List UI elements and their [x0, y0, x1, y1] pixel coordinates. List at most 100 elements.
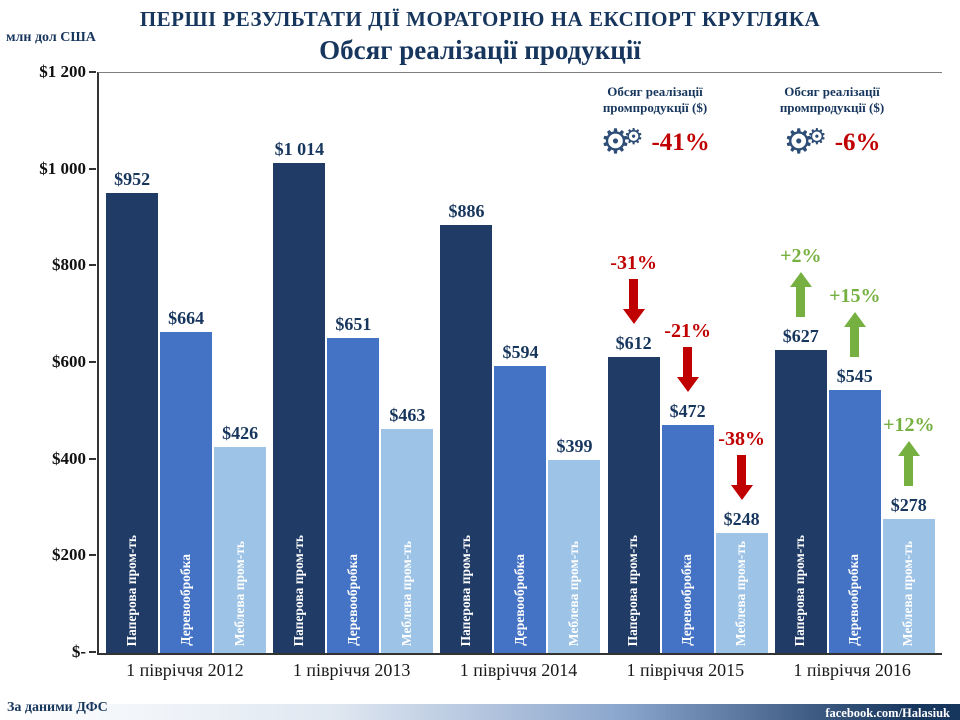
- bar: Деревообробка: [828, 389, 881, 653]
- callout-text: Обсяг реалізації: [607, 84, 703, 99]
- y-axis-tick-labels: $1 200 $1 000 $800 $600 $400 $200 $-: [0, 62, 96, 661]
- bar: Деревообробка: [661, 424, 714, 653]
- bar-column: +2% $627 Паперова пром-ть: [774, 73, 827, 653]
- bar-series-label: Деревообробка: [846, 554, 862, 646]
- change-percent-label: -31%: [610, 252, 657, 275]
- bar-series-label: Меблева пром-ть: [231, 540, 247, 646]
- arrow-head: [843, 311, 866, 327]
- bar-value-label: $463: [389, 405, 426, 426]
- callout-percent: -6%: [834, 128, 881, 156]
- bar: Паперова пром-ть: [273, 162, 326, 653]
- bar-value-label: $1 014: [274, 138, 325, 159]
- plot-area: $952 Паперова пром-ть $664 Деревообробка $42…: [97, 72, 942, 655]
- bar-column: $1 014 Паперова пром-ть: [273, 73, 326, 653]
- change-annotation: -38%: [718, 428, 765, 501]
- bar-value-label: $278: [890, 494, 927, 515]
- bar-column: $952 Паперова пром-ть: [106, 73, 159, 653]
- arrow-head: [730, 485, 753, 501]
- change-annotation: +2%: [780, 245, 821, 317]
- bar-series-label: Деревообробка: [679, 554, 695, 646]
- bar-series-label: Меблева пром-ть: [566, 540, 582, 646]
- bar-column: +15% $545 Деревообробка: [828, 73, 881, 653]
- bar: Деревообробка: [327, 338, 380, 653]
- bar: Паперова пром-ть: [440, 224, 493, 653]
- down-arrow-icon: [683, 346, 693, 377]
- bar-value-label: $627: [782, 325, 819, 346]
- y-tick-label: $800: [52, 255, 86, 275]
- bar: Паперова пром-ть: [774, 349, 827, 653]
- bar-value-label: $399: [556, 436, 593, 457]
- callout-text: Обсяг реалізації: [784, 84, 880, 99]
- bar-group: -31% $612 Паперова пром-ть -21% $472 Деревооб…: [607, 73, 768, 653]
- up-arrow-icon: [904, 455, 914, 486]
- y-axis-unit-label: млн дол США: [6, 30, 96, 45]
- bar-value-label: $545: [836, 365, 873, 386]
- change-percent-label: -38%: [718, 428, 765, 451]
- arrow-head: [676, 376, 699, 392]
- bar-series-label: Меблева пром-ть: [900, 540, 916, 646]
- bar-value-label: $426: [222, 423, 259, 444]
- change-percent-label: +12%: [883, 413, 935, 436]
- y-tick-label: $200: [52, 545, 86, 565]
- bar: Деревообробка: [494, 365, 547, 653]
- bar-value-label: $952: [114, 168, 151, 189]
- bar-column: $651 Деревообробка: [327, 73, 380, 653]
- y-tick-label: $600: [52, 352, 86, 371]
- bar-column: $463 Меблева пром-ть: [381, 73, 434, 653]
- bar-column: $399 Меблева пром-ть: [548, 73, 601, 653]
- data-source-note: За даними ДФС: [7, 700, 108, 715]
- bar-column: -38% $248 Меблева пром-ть: [715, 73, 768, 653]
- bar-column: $886 Паперова пром-ть: [440, 73, 493, 653]
- bar: Меблева пром-ть: [882, 518, 935, 653]
- bar: Деревообробка: [160, 332, 213, 653]
- y-tick-mark: [89, 71, 96, 73]
- y-tick-label: $400: [52, 448, 86, 468]
- y-tick-label: $1 200: [39, 62, 86, 81]
- bar-series-label: Деревообробка: [344, 554, 360, 646]
- y-tick-mark: [89, 264, 96, 267]
- bar-series-label: Паперова пром-ть: [123, 534, 139, 646]
- callout-total-change-2016: Обсяг реалізації промпродукції ($) ⚙⚙ -6…: [757, 84, 907, 160]
- bar-column: -31% $612 Паперова пром-ть: [607, 73, 660, 653]
- facebook-credit-link[interactable]: facebook.com/Halasiuk: [825, 706, 950, 720]
- bar-group: $952 Паперова пром-ть $664 Деревообробка $42…: [106, 73, 267, 653]
- bar-column: $664 Деревообробка: [160, 73, 213, 653]
- callout-text: промпродукції ($): [602, 100, 708, 116]
- up-arrow-icon: [850, 326, 860, 357]
- down-arrow-icon: [737, 455, 747, 486]
- bar-series-label: Паперова пром-ть: [625, 534, 641, 646]
- x-axis-category-label: 1 півріччя 2016: [793, 660, 911, 680]
- bar-column: -21% $472 Деревообробка: [661, 73, 714, 653]
- bar-group: +2% $627 Паперова пром-ть +15% $545 Деревообр…: [774, 73, 935, 653]
- bar: Меблева пром-ть: [548, 460, 601, 653]
- bar-value-label: $594: [502, 341, 539, 362]
- bar-value-label: $664: [168, 308, 205, 329]
- bar-series-label: Паперова пром-ть: [458, 534, 474, 646]
- change-annotation: +15%: [829, 285, 880, 357]
- down-arrow-icon: [629, 279, 639, 310]
- y-tick-label: $1 000: [39, 158, 86, 178]
- bar-series-label: Деревообробка: [177, 554, 193, 646]
- change-annotation: -21%: [664, 320, 711, 392]
- arrow-head: [789, 271, 812, 287]
- bar-series-label: Деревообробка: [512, 554, 528, 646]
- bar-column: $426 Меблева пром-ть: [214, 73, 267, 653]
- change-percent-label: -21%: [664, 319, 711, 342]
- bar-group: $886 Паперова пром-ть $594 Деревообробка $39…: [440, 73, 601, 653]
- y-tick-mark: [89, 361, 96, 363]
- up-arrow-icon: [796, 286, 806, 317]
- bar: Паперова пром-ть: [106, 192, 159, 653]
- callout-total-change-2015: Обсяг реалізації промпродукції ($) ⚙⚙ -4…: [580, 84, 730, 160]
- x-axis-category-label: 1 півріччя 2013: [292, 660, 411, 680]
- x-axis-category-label: 1 півріччя 2015: [626, 660, 745, 680]
- x-axis-labels: 1 півріччя 2012 1 півріччя 2013 1 півріччя…: [97, 660, 940, 681]
- change-annotation: +12%: [883, 414, 934, 486]
- change-percent-label: +15%: [829, 284, 881, 307]
- footer-strip: facebook.com/Halasiuk: [0, 704, 960, 720]
- bar-series-label: Паперова пром-ть: [792, 534, 808, 646]
- callout-text: промпродукції ($): [779, 100, 885, 116]
- bar-column: $594 Деревообробка: [494, 73, 547, 653]
- x-axis-category-label: 1 півріччя 2014: [459, 660, 578, 680]
- y-tick-mark: [89, 651, 96, 653]
